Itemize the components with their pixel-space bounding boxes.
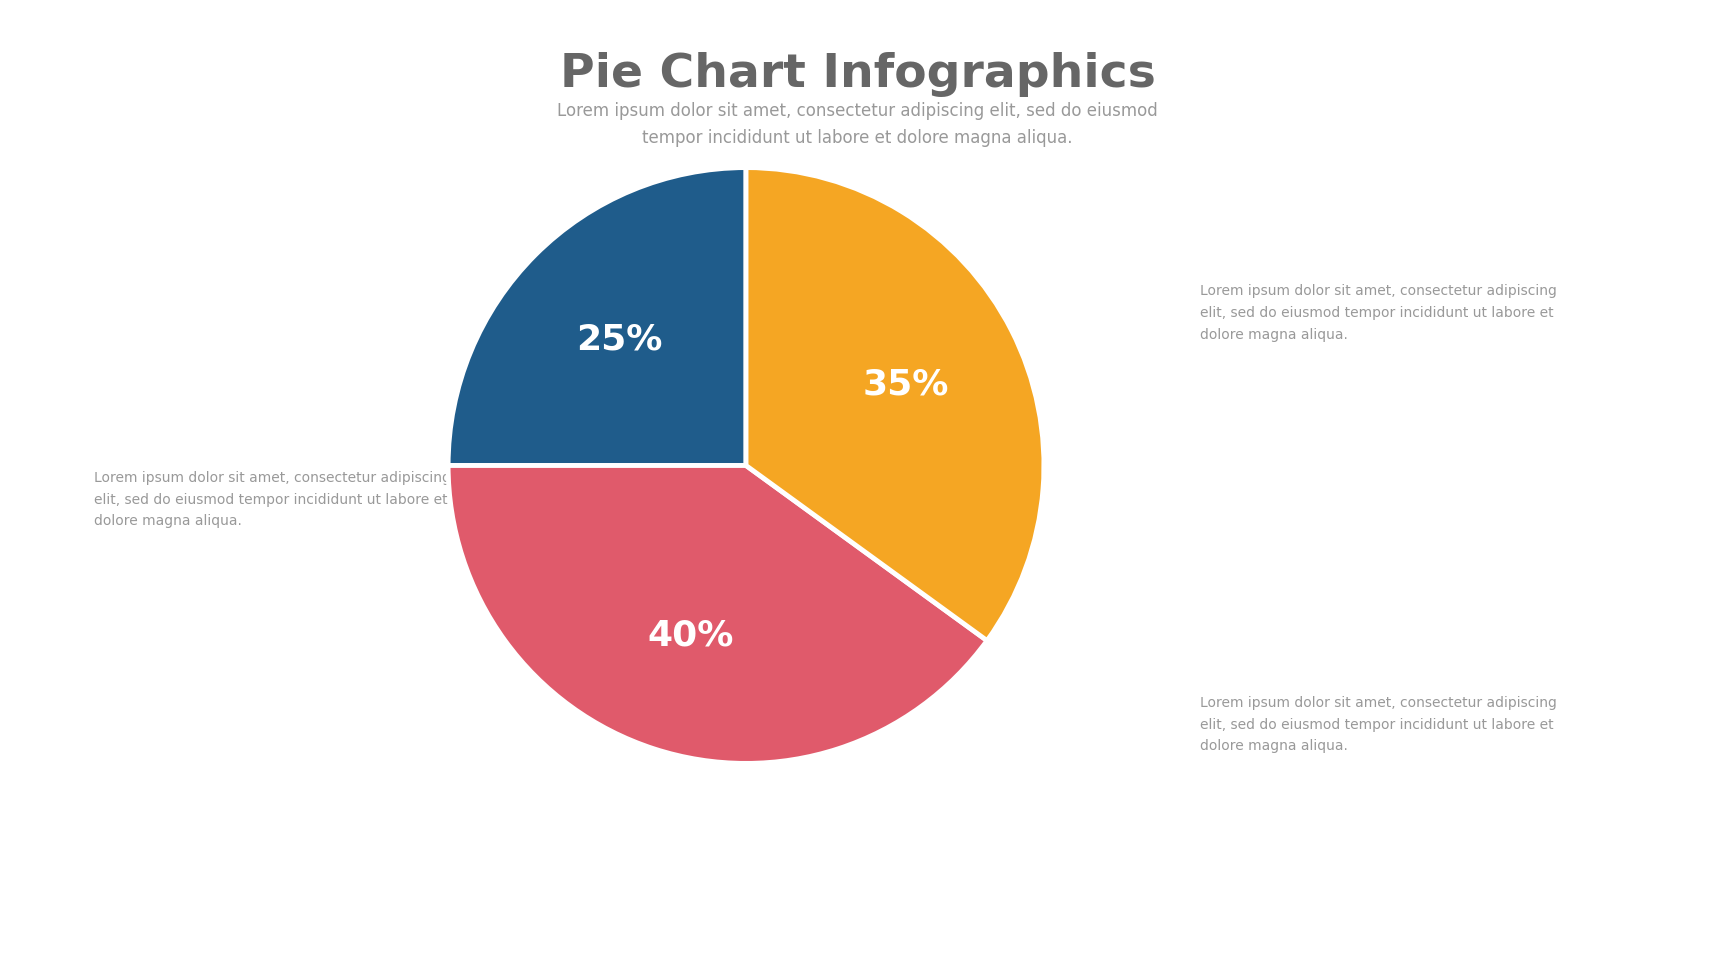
Text: Lorem ipsum dolor sit amet, consectetur adipiscing elit, sed do eiusmod
tempor i: Lorem ipsum dolor sit amet, consectetur … <box>557 102 1157 147</box>
Wedge shape <box>746 168 1044 641</box>
Text: Pie Chart Infographics: Pie Chart Infographics <box>559 52 1155 97</box>
Text: 25%: 25% <box>576 322 662 356</box>
Text: Lorem ipsum dolor sit amet, consectetur adipiscing
elit, sed do eiusmod tempor i: Lorem ipsum dolor sit amet, consectetur … <box>94 471 451 528</box>
Text: 40%: 40% <box>648 618 734 653</box>
Wedge shape <box>447 168 746 466</box>
Wedge shape <box>447 466 987 763</box>
Text: Lorem ipsum dolor sit amet, consectetur adipiscing
elit, sed do eiusmod tempor i: Lorem ipsum dolor sit amet, consectetur … <box>1200 284 1556 342</box>
Text: Lorem ipsum dolor sit amet, consectetur adipiscing
elit, sed do eiusmod tempor i: Lorem ipsum dolor sit amet, consectetur … <box>1200 696 1556 754</box>
Text: 35%: 35% <box>862 368 948 402</box>
